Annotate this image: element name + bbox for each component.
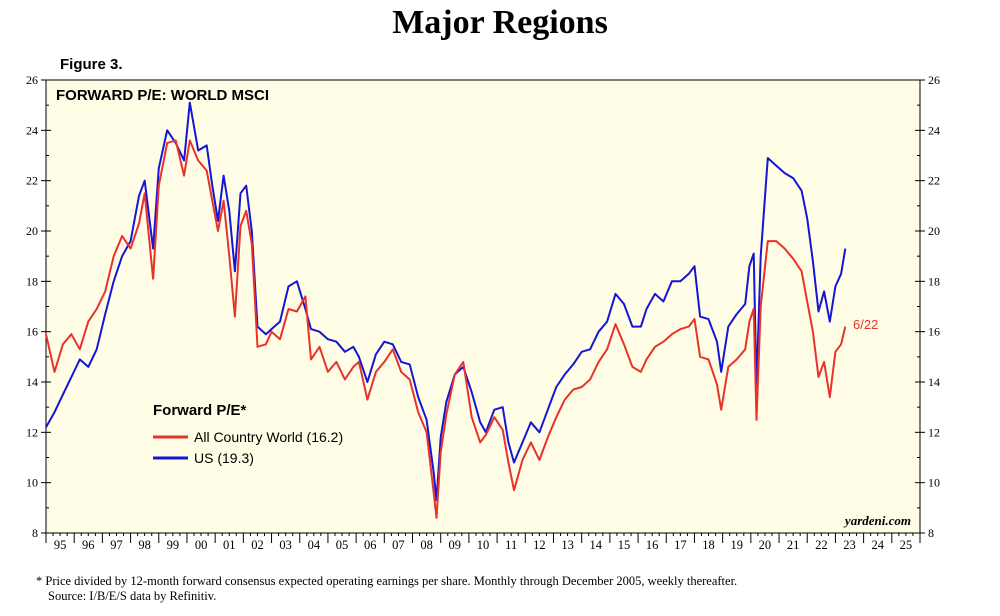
y-tick-label-left: 14 — [26, 375, 38, 389]
y-tick-label-right: 24 — [928, 123, 940, 137]
x-tick-label: 22 — [815, 538, 828, 552]
y-tick-label-right: 16 — [928, 325, 940, 339]
end-date-label: 6/22 — [853, 317, 878, 332]
y-tick-label-right: 10 — [928, 476, 940, 490]
y-tick-label-right: 18 — [928, 274, 940, 288]
y-axis-left: 8 10 12 14 16 18 20 22 24 26 — [26, 73, 51, 540]
y-axis-right: 8 10 12 14 16 18 20 22 24 26 — [915, 73, 940, 540]
legend-title: Forward P/E* — [153, 402, 247, 419]
x-tick-label: 99 — [167, 538, 180, 552]
y-tick-label-right: 14 — [928, 375, 940, 389]
x-tick-label: 98 — [138, 538, 151, 552]
x-tick-label: 21 — [787, 538, 800, 552]
x-tick-label: 16 — [646, 538, 659, 552]
series-line-us — [45, 101, 847, 502]
legend-label-acwi: All Country World (16.2) — [194, 429, 343, 445]
x-tick-label: 11 — [505, 538, 517, 552]
x-tick-label: 13 — [561, 538, 574, 552]
x-tick-label: 23 — [843, 538, 856, 552]
y-tick-label-left: 20 — [26, 224, 38, 238]
x-tick-label: 10 — [477, 538, 490, 552]
x-tick-label: 08 — [420, 538, 433, 552]
series-line-acwi — [45, 139, 847, 519]
legend: Forward P/E* All Country World (16.2) US… — [153, 402, 343, 466]
footnote: * Price divided by 12-month forward cons… — [36, 574, 976, 604]
x-tick-label: 19 — [730, 538, 743, 552]
source-label: yardeni.com — [843, 513, 911, 528]
x-tick-label: 17 — [674, 538, 687, 552]
x-tick-label: 01 — [223, 538, 236, 552]
y-tick-label-left: 12 — [26, 425, 38, 439]
x-tick-label: 96 — [82, 538, 95, 552]
x-tick-label: 09 — [449, 538, 462, 552]
legend-label-us: US (19.3) — [194, 450, 254, 466]
x-tick-label: 12 — [533, 538, 546, 552]
x-tick-label: 97 — [110, 538, 123, 552]
y-tick-label-left: 26 — [26, 73, 38, 87]
y-tick-label-right: 12 — [928, 425, 940, 439]
y-tick-label-right: 22 — [928, 174, 940, 188]
figure-label: Figure 3. — [60, 56, 123, 73]
x-tick-label: 24 — [871, 538, 884, 552]
x-tick-label: 18 — [702, 538, 715, 552]
page-title: Major Regions — [392, 4, 608, 41]
x-tick-label: 05 — [336, 538, 349, 552]
chart-title: FORWARD P/E: WORLD MSCI — [56, 87, 269, 104]
x-tick-label: 14 — [590, 538, 603, 552]
y-tick-label-left: 8 — [32, 526, 38, 540]
x-axis: 95 96 97 98 99 00 01 02 03 04 05 06 07 08 09 10 11 12 13 14… — [45, 533, 921, 552]
x-tick-label: 06 — [364, 538, 377, 552]
y-tick-label-left: 24 — [26, 123, 38, 137]
y-tick-label-left: 16 — [26, 325, 38, 339]
x-tick-label: 95 — [54, 538, 67, 552]
x-tick-label: 07 — [392, 538, 405, 552]
y-tick-label-left: 22 — [26, 174, 38, 188]
x-tick-label: 20 — [759, 538, 772, 552]
y-tick-label-right: 26 — [928, 73, 940, 87]
x-tick-label: 02 — [251, 538, 264, 552]
x-tick-label: 03 — [279, 538, 292, 552]
plot-area — [45, 79, 921, 534]
footnote-definition: * Price divided by 12-month forward cons… — [36, 574, 738, 588]
x-tick-label: 04 — [308, 538, 321, 552]
x-tick-label: 00 — [195, 538, 208, 552]
y-tick-label-right: 8 — [928, 526, 934, 540]
y-tick-label-left: 18 — [26, 274, 38, 288]
footnote-source: Source: I/B/E/S data by Refinitiv. — [48, 589, 217, 603]
series-layer — [45, 101, 847, 519]
x-tick-label: 15 — [618, 538, 631, 552]
y-tick-label-right: 20 — [928, 224, 940, 238]
x-tick-label: 25 — [900, 538, 913, 552]
y-tick-label-left: 10 — [26, 476, 38, 490]
